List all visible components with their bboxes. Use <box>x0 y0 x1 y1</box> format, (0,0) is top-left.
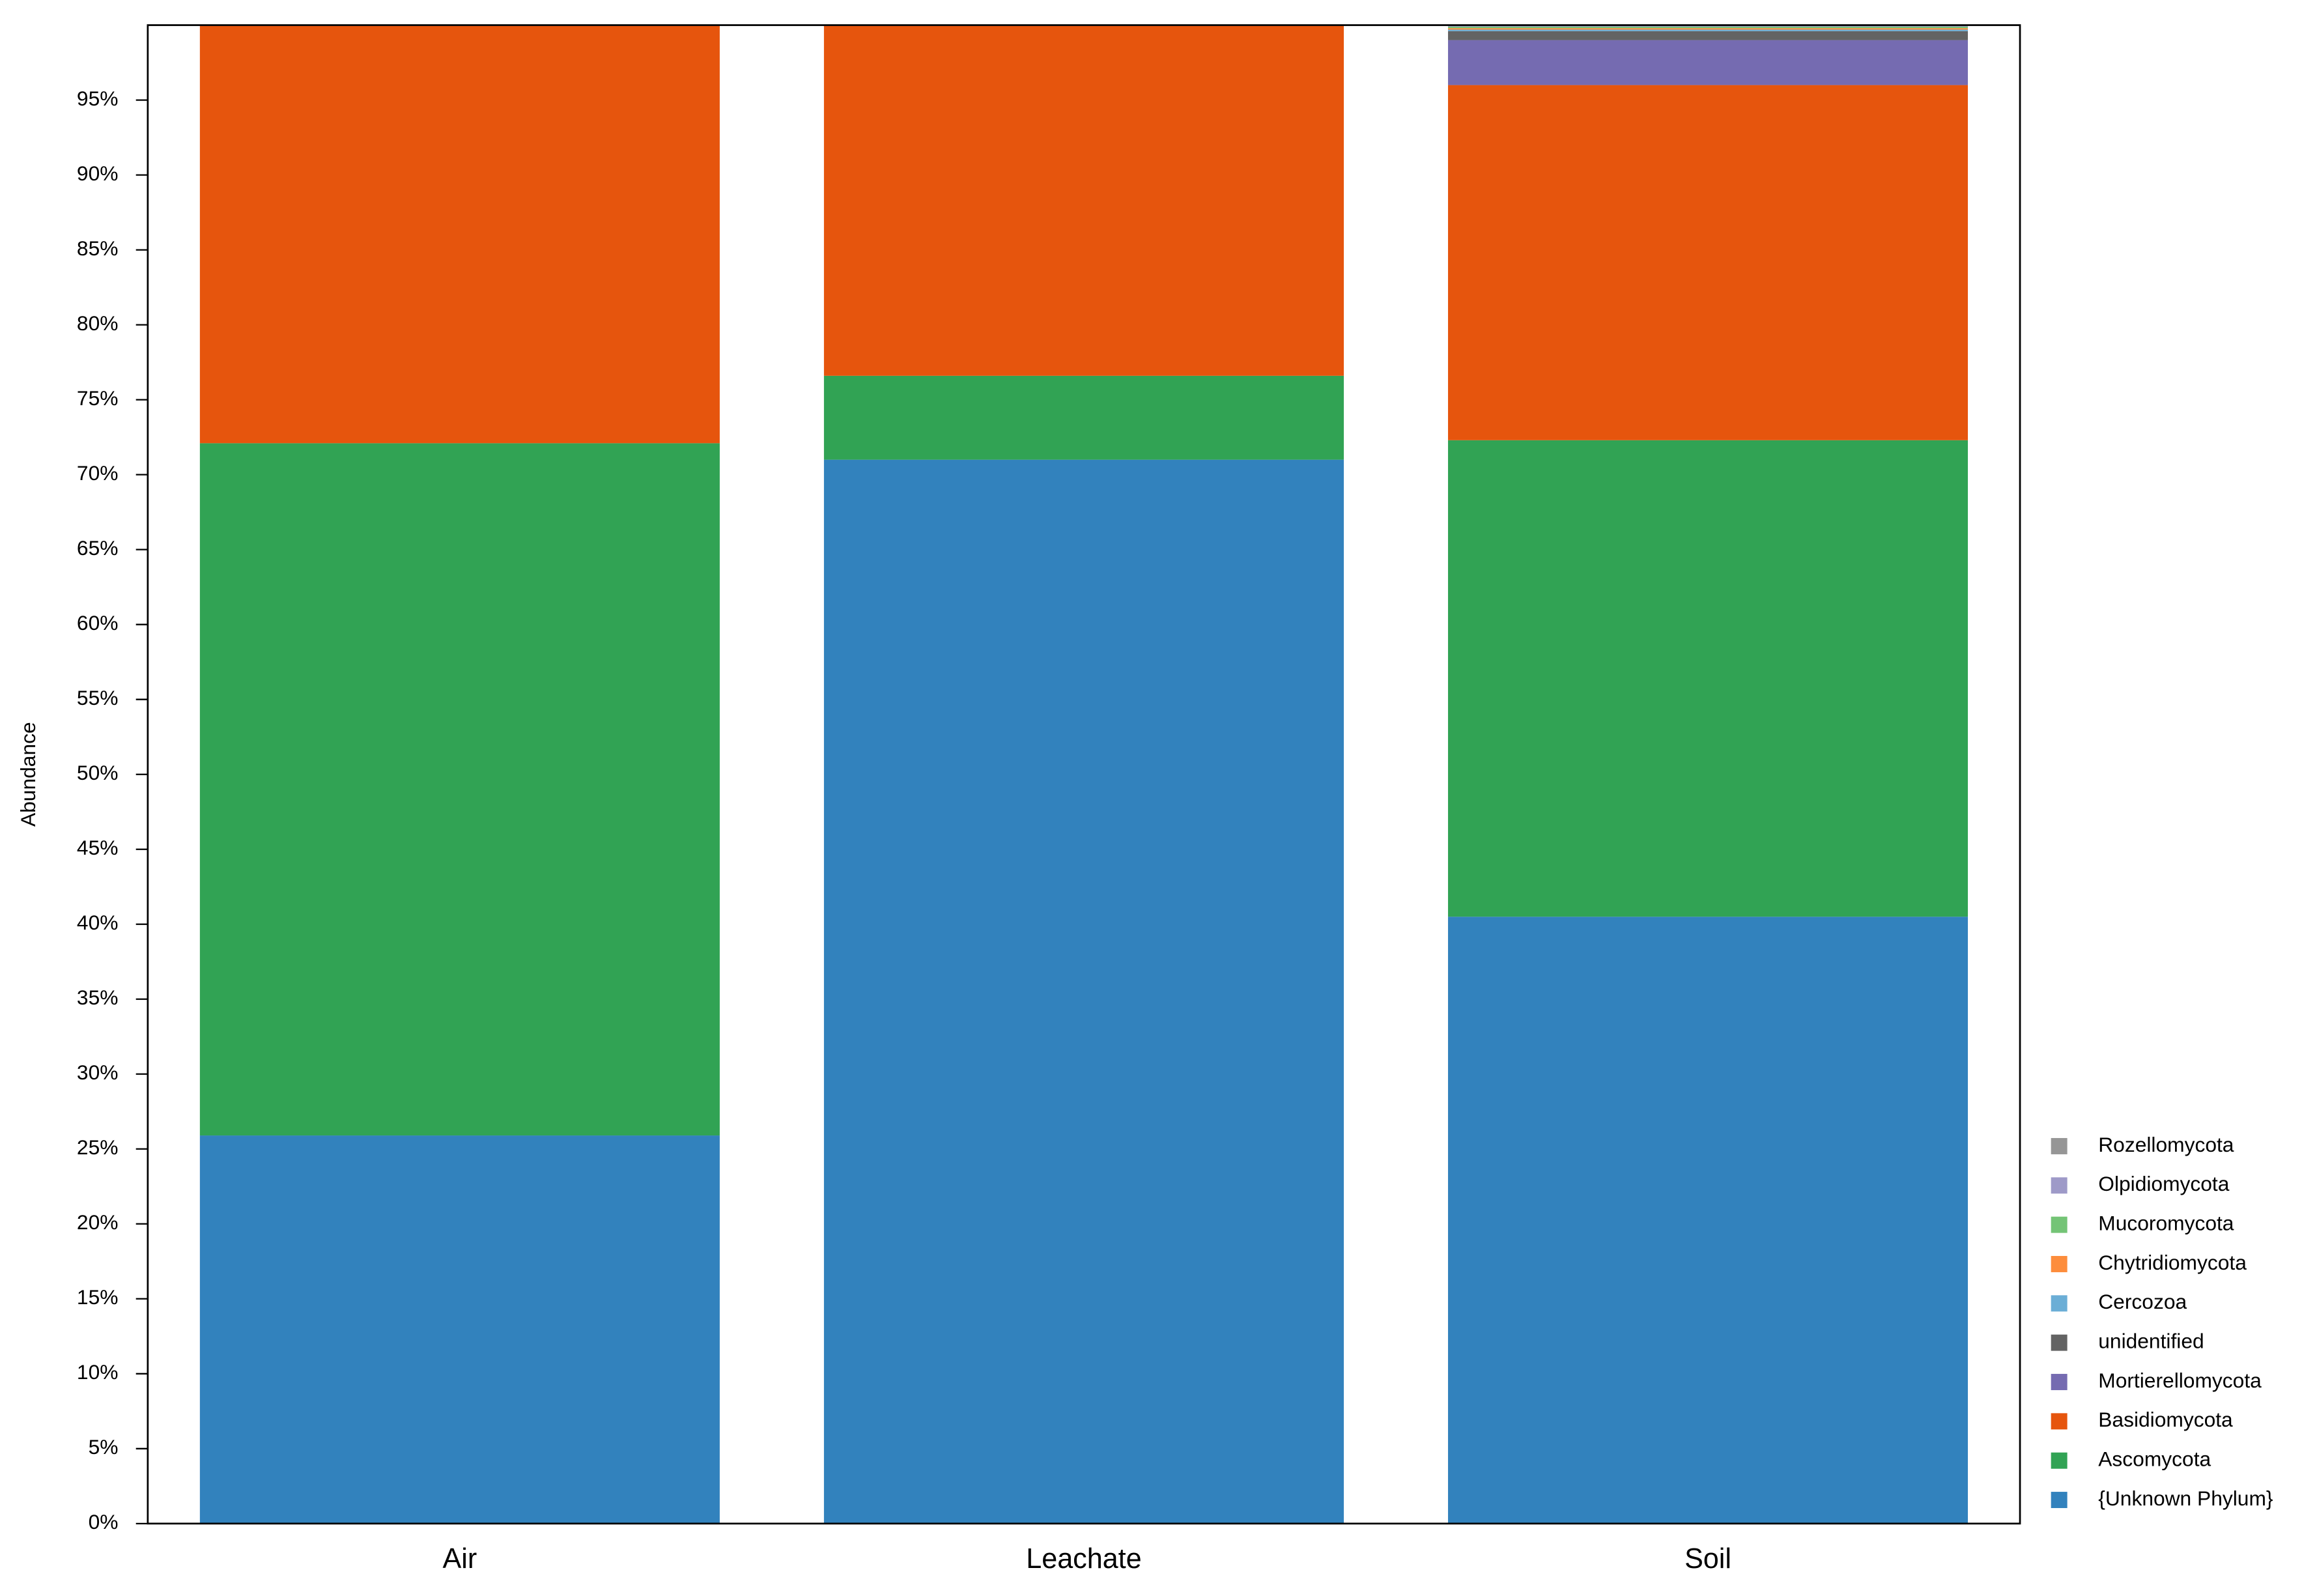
legend-marker <box>2051 1177 2068 1194</box>
legend-marker <box>2051 1295 2068 1312</box>
legend-marker <box>2051 1492 2068 1509</box>
legend-label: Basidiomycota <box>2098 1408 2233 1431</box>
bar-segment <box>1447 31 1969 40</box>
y-tick-label: 15% <box>77 1285 119 1309</box>
legend-label: Ascomycota <box>2098 1447 2211 1471</box>
legend-marker <box>2051 1216 2068 1233</box>
bar-segment <box>199 443 720 1136</box>
bar-segment <box>199 25 720 444</box>
bar-segment <box>1447 440 1969 917</box>
y-tick-label: 40% <box>77 911 119 934</box>
bar-segment <box>1447 29 1969 31</box>
bar-segment <box>823 459 1344 1524</box>
legend-marker <box>2051 1137 2068 1154</box>
y-tick-label: 55% <box>77 686 119 709</box>
x-tick-label: Air <box>443 1543 477 1575</box>
y-tick-label: 90% <box>77 162 119 185</box>
x-tick-label: Leachate <box>1026 1543 1141 1575</box>
legend-label: unidentified <box>2098 1330 2204 1353</box>
y-tick-label: 25% <box>77 1135 119 1159</box>
y-tick-label: 45% <box>77 836 119 859</box>
bar-segment <box>199 1135 720 1524</box>
legend-label: Mucoromycota <box>2098 1212 2234 1235</box>
legend-marker <box>2051 1374 2068 1390</box>
y-tick-label: 80% <box>77 311 119 335</box>
legend-marker <box>2051 1452 2068 1469</box>
y-tick-label: 50% <box>77 761 119 784</box>
y-tick-label: 85% <box>77 236 119 260</box>
bar-segment <box>1447 25 1969 27</box>
y-tick-label: 70% <box>77 461 119 485</box>
legend-marker <box>2051 1256 2068 1272</box>
bar-segment <box>1447 28 1969 30</box>
bar-segment <box>823 375 1344 460</box>
y-tick-label: 10% <box>77 1360 119 1384</box>
y-tick-label: 65% <box>77 536 119 560</box>
legend-marker <box>2051 1334 2068 1351</box>
legend-label: Olpidiomycota <box>2098 1172 2230 1195</box>
legend-label: Cercozoa <box>2098 1290 2187 1313</box>
y-tick-label: 20% <box>77 1210 119 1234</box>
bar-segment <box>1447 40 1969 85</box>
legend-label: Mortierellomycota <box>2098 1369 2262 1392</box>
bar-segment <box>1447 26 1969 29</box>
y-axis-label: Abundance <box>16 722 40 827</box>
legend-marker <box>2051 1413 2068 1430</box>
legend-label: {Unknown Phylum} <box>2098 1487 2273 1510</box>
y-tick-label: 0% <box>89 1510 119 1533</box>
bar-segment <box>1447 85 1969 440</box>
y-tick-label: 30% <box>77 1061 119 1084</box>
bar-segment <box>823 25 1344 376</box>
y-tick-label: 60% <box>77 611 119 634</box>
legend-label: Chytridiomycota <box>2098 1251 2247 1274</box>
x-tick-label: Soil <box>1684 1543 1731 1575</box>
y-tick-label: 75% <box>77 386 119 410</box>
y-tick-label: 95% <box>77 87 119 110</box>
legend-label: Rozellomycota <box>2098 1133 2234 1156</box>
y-tick-label: 35% <box>77 986 119 1009</box>
bar-segment <box>1447 917 1969 1524</box>
y-tick-label: 5% <box>89 1435 119 1459</box>
